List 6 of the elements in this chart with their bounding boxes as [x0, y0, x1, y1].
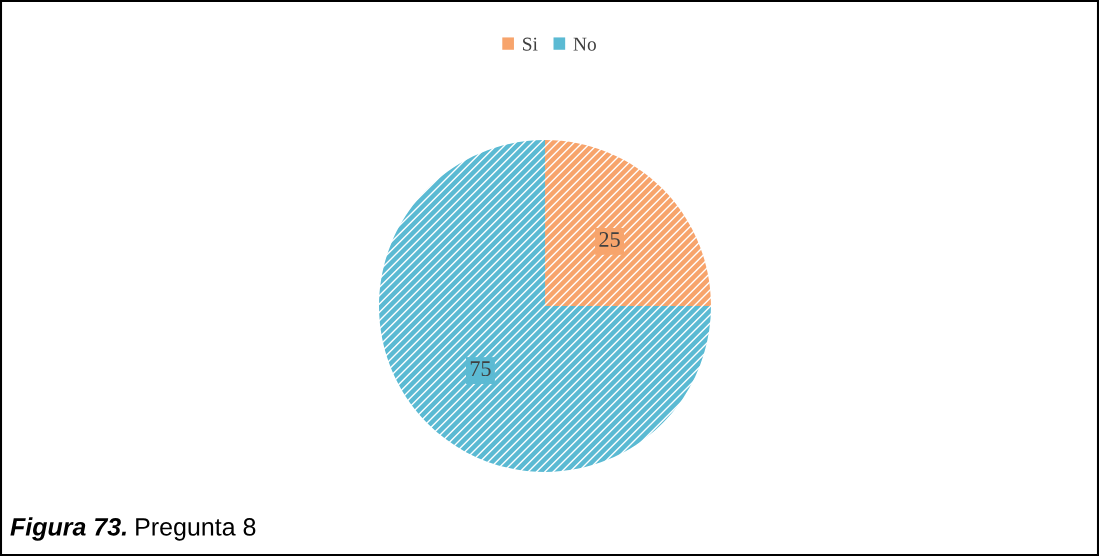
- data-label: 75: [470, 361, 491, 377]
- legend-label: No: [573, 37, 596, 51]
- data-label: 25: [599, 232, 620, 247]
- text: Figura 73.: [10, 517, 126, 541]
- legend-label: Si: [523, 37, 538, 51]
- text: Pregunta 8: [136, 518, 256, 541]
